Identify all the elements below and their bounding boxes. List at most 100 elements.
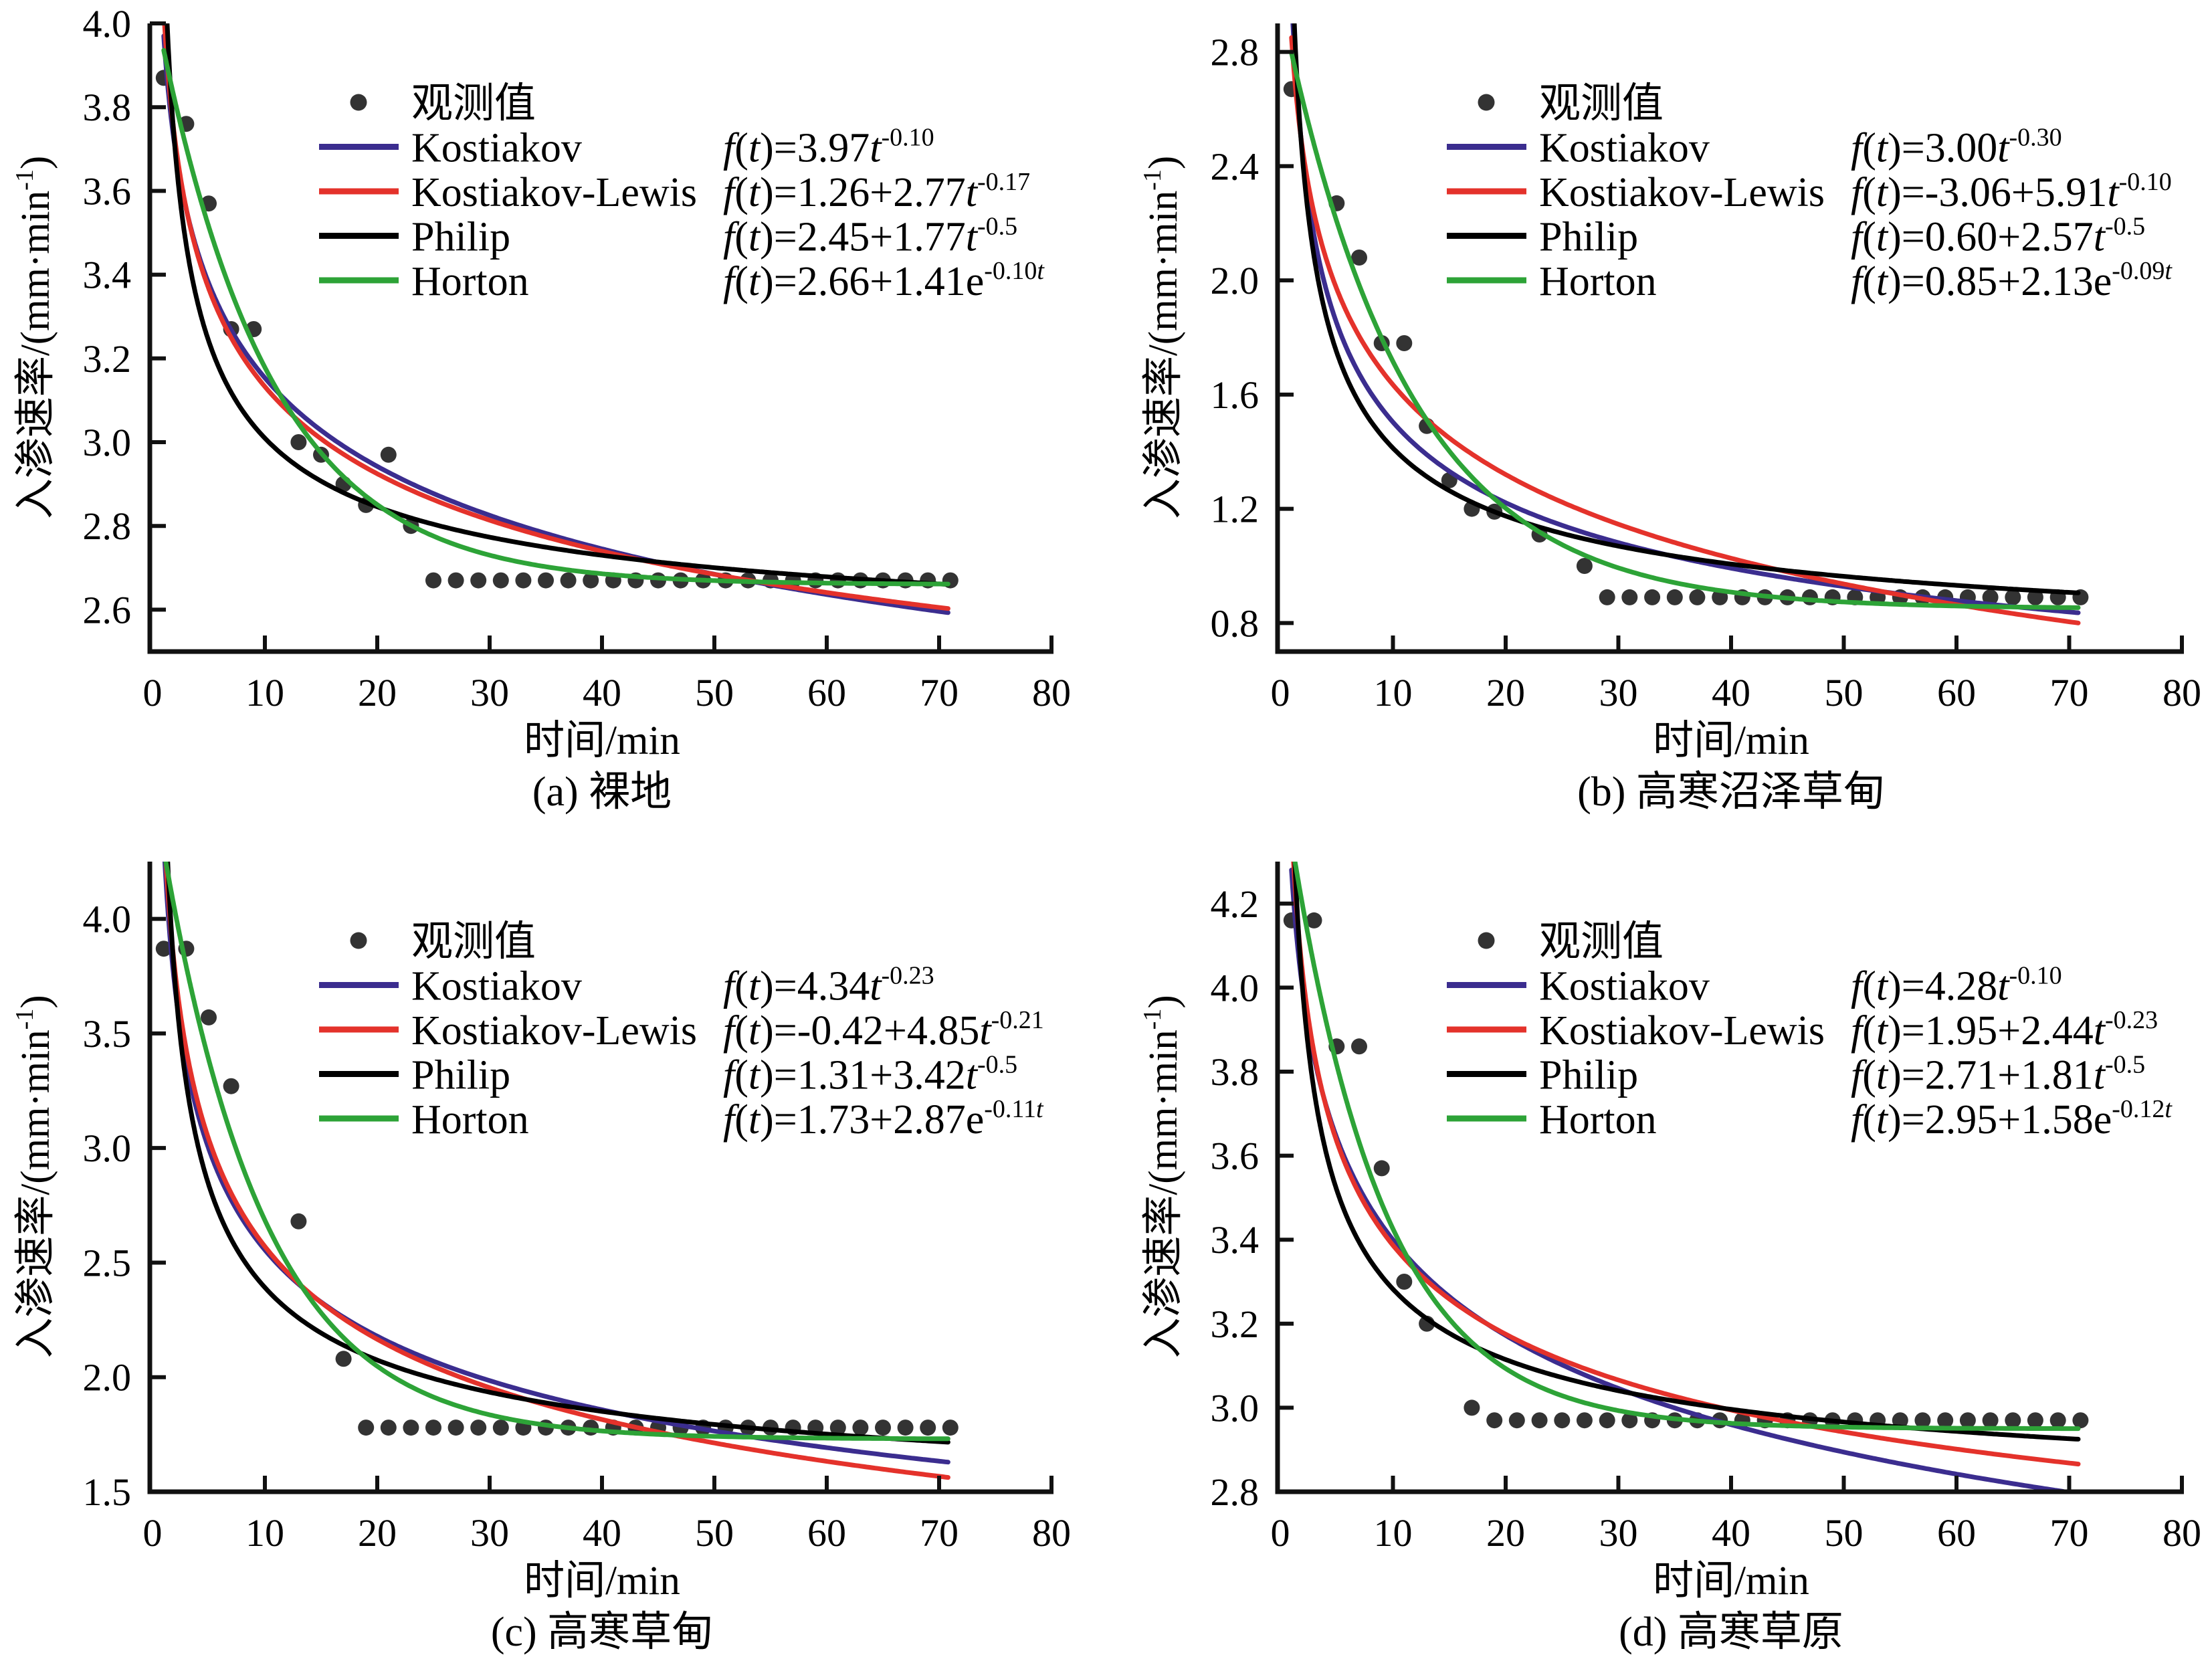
legend-label: Kostiakov (411, 964, 582, 1009)
y-tick-label: 2.5 (83, 1241, 132, 1284)
formula-arg: t (748, 126, 761, 171)
formula-variable: t (2094, 215, 2106, 260)
y-axis-title-text: 入渗速率/(mm·min (13, 1030, 58, 1358)
legend-marker-dot (1478, 94, 1495, 111)
formula-paren-open: ( (734, 259, 748, 304)
legend-item-observed: 观测值 (350, 919, 536, 965)
formula-paren-close: ) (760, 1053, 774, 1098)
panel-b: 0.8 1.2 1.6 2.0 2.4 2.8 0 10 20 30 40 50 60 70 80 入渗速率/… (1138, 23, 2201, 815)
x-tick-label: 20 (1486, 671, 1525, 714)
formula-paren-close: ) (1888, 215, 1902, 260)
formula-paren-close: ) (760, 259, 774, 304)
observed-point (290, 434, 307, 450)
observed-point (1959, 1412, 1976, 1429)
formula-exponent: -0.09 (2112, 257, 2165, 285)
fit-curve-horton (1289, 50, 2081, 610)
y-tick-label: 3.6 (83, 169, 132, 213)
formula-arg: t (1876, 1053, 1889, 1098)
observed-point (380, 1420, 397, 1436)
formula-paren-open: ( (1862, 1008, 1876, 1054)
formula-variable: t (966, 170, 979, 215)
legend-formula: f(t)=1.73+2.87e-0.11t (723, 1095, 1044, 1143)
observed-point (2049, 1412, 2066, 1429)
y-axis-title-close: ) (13, 156, 58, 169)
legend-label: 观测值 (411, 81, 536, 126)
x-tick-label: 10 (1374, 1511, 1413, 1555)
formula-exponent: -0.11 (984, 1095, 1036, 1123)
y-axis-title-text: 入渗速率/(mm·min (1141, 1030, 1186, 1358)
formula-paren-close: ) (1888, 170, 1902, 215)
observed-point (1554, 1412, 1571, 1429)
legend-formula: f(t)=2.71+1.81t-0.5 (1851, 1051, 2145, 1098)
y-tick-label: 2.8 (1211, 31, 1260, 74)
formula-variable: t (870, 964, 882, 1009)
legend-label: Horton (411, 1097, 529, 1143)
formula-arg: t (1876, 964, 1889, 1009)
formula-paren-open: ( (734, 170, 748, 215)
observed-point (403, 1420, 419, 1436)
formula-arg: t (748, 964, 761, 1009)
legend-item-philip: Philip f(t)=0.60+2.57t-0.5 (1447, 213, 2145, 260)
observed-point (1914, 1412, 1931, 1429)
observed-point (223, 1078, 239, 1094)
formula-arg: t (748, 259, 761, 304)
fit-curve-kostiakov (161, 33, 950, 615)
fit-curve-horton (1292, 862, 2081, 1432)
formula-arg: t (748, 215, 761, 260)
y-tick-label: 2.8 (1211, 1470, 1260, 1514)
observed-point (155, 941, 172, 957)
observed-point (897, 1420, 914, 1436)
fit-curve-kostiakov-lewis (162, 23, 950, 611)
observed-point (380, 446, 397, 463)
formula-exponent-variable: t (1037, 257, 1045, 285)
formula-arg: t (748, 170, 761, 215)
y-axis-title-close: ) (1141, 995, 1186, 1008)
formula-arg: t (1876, 215, 1889, 260)
fit-curves (1289, 862, 2081, 1492)
legend-item-philip: Philip f(t)=2.45+1.77t-0.5 (319, 213, 1017, 260)
observed-point (492, 572, 509, 589)
formula-paren-open: ( (734, 964, 748, 1009)
x-axis-title: 时间/min (524, 718, 680, 763)
legend-item-kostiakov-lewis: Kostiakov-Lewis f(t)=-0.42+4.85t-0.21 (319, 1006, 1044, 1054)
y-axis-title-exponent: -1 (1138, 1009, 1167, 1030)
legend-formula: f(t)=1.31+3.42t-0.5 (723, 1051, 1017, 1098)
y-tick-label: 4.0 (1211, 966, 1260, 1009)
formula-paren-close: ) (760, 215, 774, 260)
x-axis-title: 时间/min (1653, 1559, 1809, 1603)
legend-item-kostiakov-lewis: Kostiakov-Lewis f(t)=1.26+2.77t-0.17 (319, 168, 1030, 215)
formula-rhs: =3.97 (774, 126, 870, 171)
legend-item-observed: 观测值 (1478, 919, 1664, 965)
legend-label: Philip (1539, 215, 1638, 260)
formula-rhs: =2.45+1.77 (774, 215, 966, 260)
formula-rhs: =0.60+2.57 (1902, 215, 2094, 260)
observed-point (1464, 1399, 1480, 1416)
formula-exponent: -0.5 (977, 213, 1017, 241)
legend-item-kostiakov-lewis: Kostiakov-Lewis f(t)=1.95+2.44t-0.23 (1447, 1006, 2158, 1054)
x-tick-label: 0 (1271, 671, 1290, 714)
observed-point (1396, 335, 1413, 351)
fit-curves (1289, 23, 2081, 625)
observed-point (583, 572, 599, 589)
formula-paren-close: ) (760, 126, 774, 171)
x-tick-label: 0 (143, 671, 163, 714)
legend-marker-dot (1478, 932, 1495, 949)
formula-exponent: -0.10 (2009, 962, 2062, 990)
formula-arg: t (1876, 1097, 1889, 1143)
formula-exponent: -0.10 (984, 257, 1037, 285)
formula-paren-close: ) (760, 1008, 774, 1054)
panel-c: 1.5 2.0 2.5 3.0 3.5 4.0 0 10 20 30 40 50 60 70 80 入渗速率/… (11, 862, 1071, 1655)
legend-label: Philip (411, 215, 510, 260)
legend-formula: f(t)=0.85+2.13e-0.09t (1851, 257, 2173, 304)
y-tick-label: 4.2 (1211, 882, 1260, 926)
panel-caption: (c) 高寒草甸 (491, 1609, 713, 1655)
observed-point (560, 572, 577, 589)
y-tick-label: 3.8 (83, 86, 132, 129)
y-tick-label: 2.0 (83, 1356, 132, 1399)
x-tick-label: 0 (143, 1511, 163, 1555)
formula-paren-close: ) (1888, 126, 1902, 171)
legend-marker-dot (350, 94, 367, 111)
formula-rhs: =-0.42+4.85 (774, 1008, 980, 1054)
